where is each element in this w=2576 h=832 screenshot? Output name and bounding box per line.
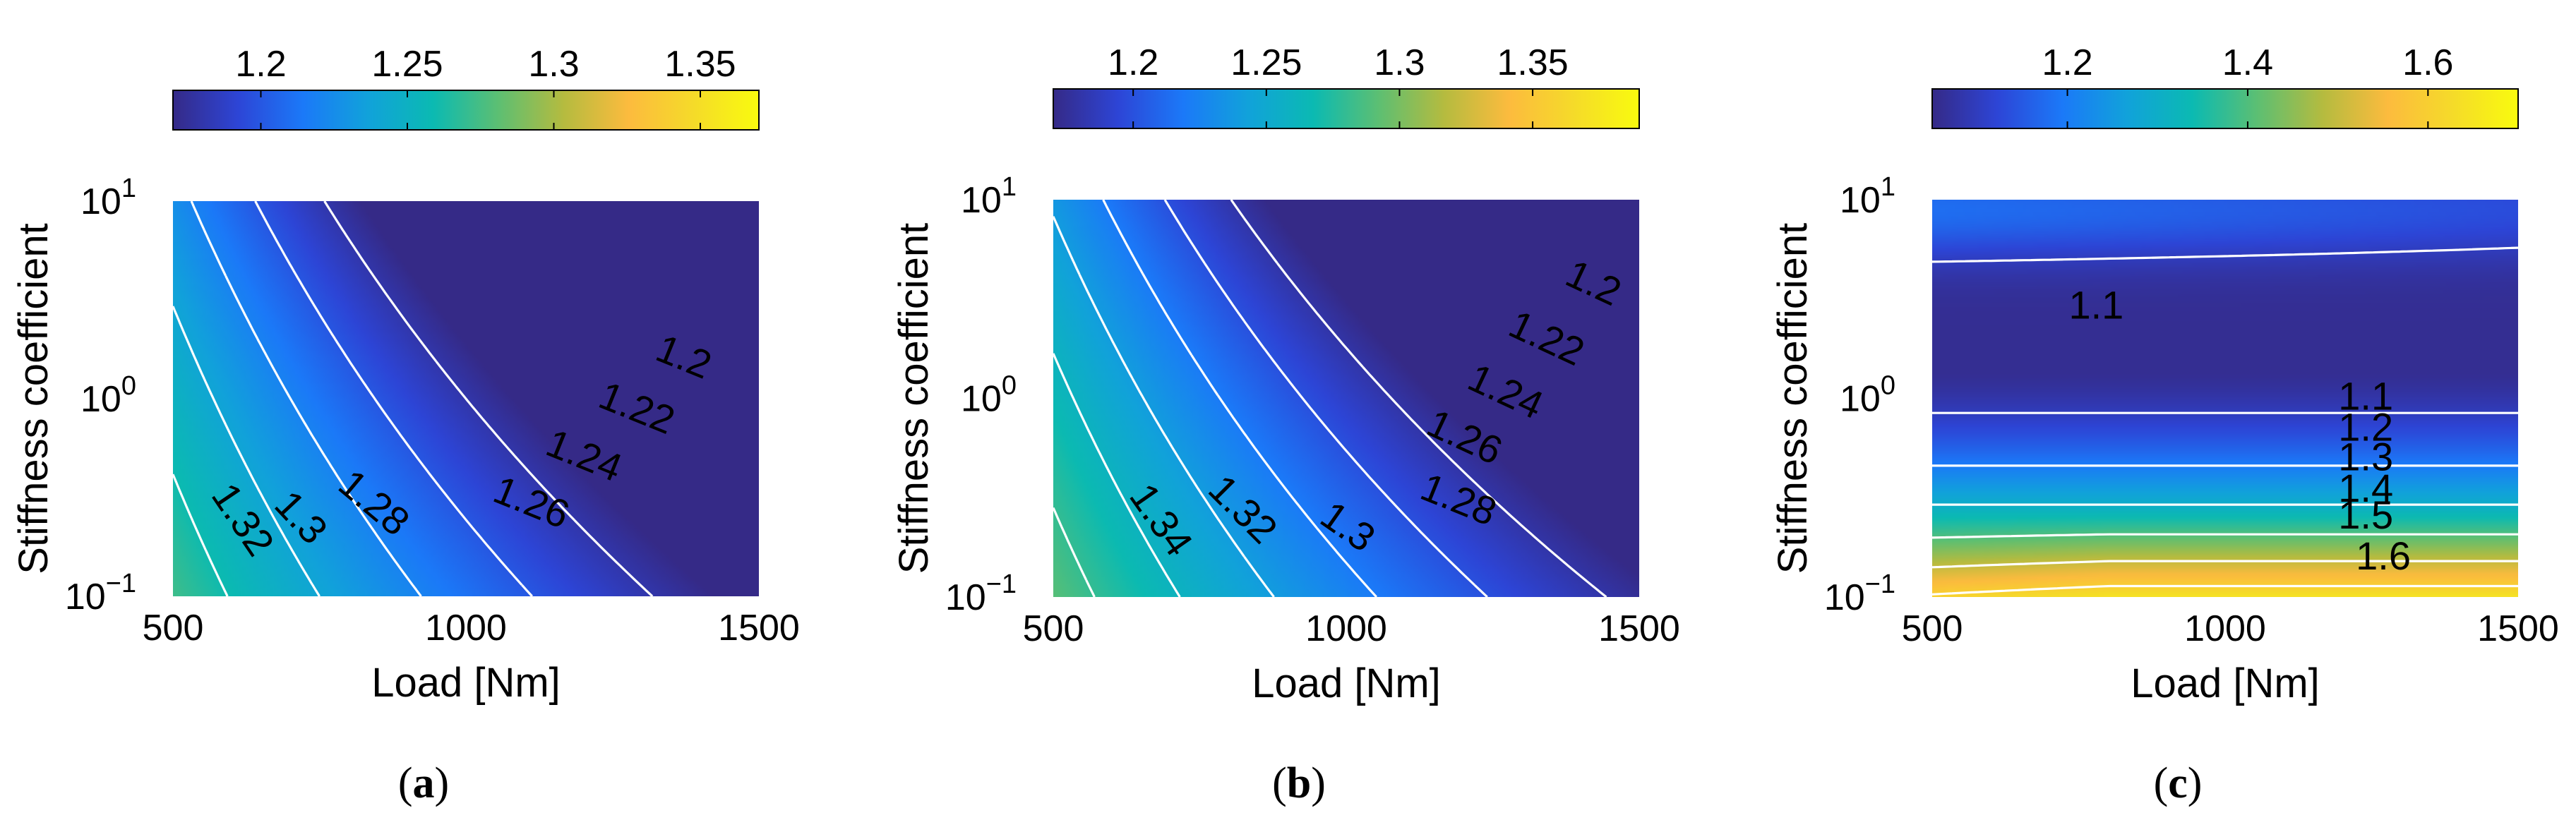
contour-line-1.5 [1931, 560, 2518, 569]
contour-line-1.2 [1163, 199, 1488, 598]
colorbar-tick-label: 1.3 [528, 44, 579, 85]
colorbar-tick-label: 1.25 [1230, 42, 1302, 83]
x-tick-label: 1500 [1598, 608, 1680, 649]
contour-label: 1.1 [2338, 374, 2393, 418]
y-axis-label: Stiffness coefficient [1770, 223, 1816, 574]
y-tick-label: 101 [1840, 172, 1895, 221]
colorbar-gradient [172, 90, 760, 131]
contour-line-1.26 [172, 474, 229, 597]
colorbar-tick-label: 1.25 [371, 44, 443, 85]
contour-line-1.18 [323, 200, 654, 598]
panel-caption: (b) [1272, 759, 1326, 807]
panel-caption: (a) [398, 759, 449, 807]
heatmap-surface [1932, 200, 2518, 597]
contour-label: 1.4 [2338, 466, 2393, 510]
contour-line-1.28 [1052, 507, 1096, 598]
colorbar-gradient [1053, 88, 1640, 129]
heatmap-surface [1053, 200, 1639, 597]
y-axis-label: Stiffness coefficient [11, 223, 56, 574]
contour-line-1.4 [1931, 533, 2518, 539]
y-tick-label: 100 [80, 371, 136, 420]
x-tick-label: 1500 [718, 608, 800, 649]
colorbar-tick-label: 1.35 [664, 44, 736, 85]
x-axis-label: Load [Nm] [2131, 661, 2320, 706]
contour-label: 1.3 [2338, 435, 2393, 479]
panel-caption: (c) [2154, 759, 2203, 807]
colorbar-tick-label: 1.4 [2222, 42, 2273, 83]
colorbar: 1.2 1.4 1.6 [1931, 42, 2519, 129]
contour-label: 1.1 [2068, 282, 2123, 327]
y-tick-label: 101 [80, 174, 136, 222]
y-tick-label: 10−1 [945, 569, 1017, 618]
x-tick-label: 500 [143, 608, 204, 649]
contour-label: 1.2 [2338, 405, 2393, 450]
y-axis-label: Stiffness coefficient [891, 223, 937, 574]
contour-line-1.1 [1931, 246, 2519, 414]
contour-label: 1.5 [2338, 493, 2393, 537]
colorbar-tick-label: 1.6 [2402, 42, 2453, 83]
x-tick-label: 500 [1902, 608, 1963, 649]
y-tick-label: 100 [961, 371, 1017, 420]
contour-line-1.24 [1052, 216, 1275, 598]
x-axis-label: Load [Nm] [1252, 661, 1441, 706]
colorbar-tick-label: 1.35 [1497, 42, 1568, 83]
colorbar-tick-label: 1.3 [1374, 42, 1425, 83]
y-tick-label: 101 [961, 172, 1017, 221]
colorbar-tick-label: 1.2 [1108, 42, 1158, 83]
colorbar-tick-label: 1.2 [2042, 42, 2092, 83]
y-tick-label: 10−1 [1824, 569, 1895, 618]
x-tick-label: 500 [1023, 608, 1084, 649]
colorbar: 1.2 1.25 1.3 1.35 [1053, 42, 1640, 129]
x-tick-label: 1000 [425, 608, 507, 649]
contour-line-1.22 [1102, 199, 1377, 598]
colorbar: 1.2 1.25 1.3 1.35 [172, 44, 760, 131]
contour-line-1.24 [172, 306, 320, 597]
colorbar-tick-label: 1.2 [235, 44, 286, 85]
y-tick-label: 10−1 [65, 569, 136, 617]
x-tick-label: 1000 [1305, 608, 1387, 649]
x-axis-label: Load [Nm] [371, 660, 561, 706]
contour-line-1.22 [190, 200, 422, 597]
x-tick-label: 1500 [2477, 608, 2559, 649]
contour-line-1.2 [254, 200, 533, 598]
colorbar-gradient [1931, 88, 2519, 129]
contour-line-1.18 [1230, 199, 1607, 598]
contour-label: 1.6 [2356, 533, 2411, 578]
y-tick-label: 100 [1840, 371, 1895, 420]
contour-line-1.26 [1052, 353, 1181, 598]
x-tick-label: 1000 [2184, 608, 2266, 649]
contour-line-1.6 [1931, 584, 2518, 596]
